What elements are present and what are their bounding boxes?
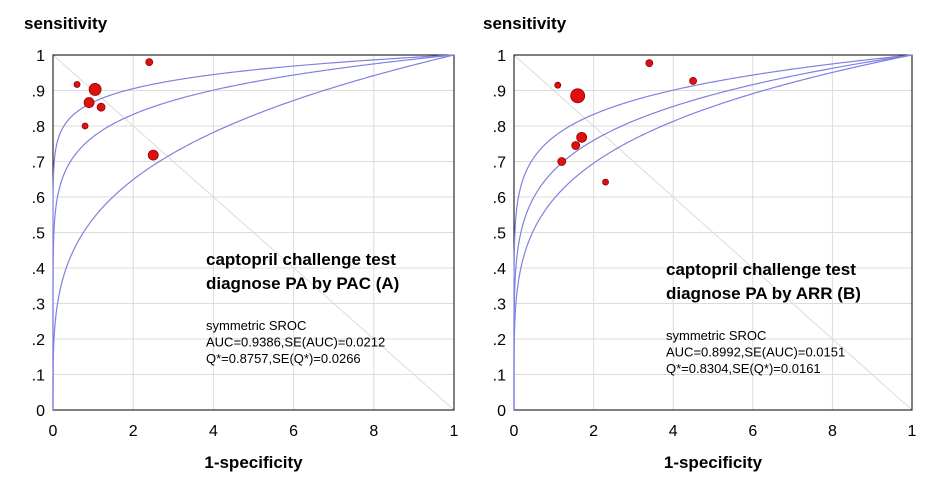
x-tick-label: 6	[748, 423, 757, 440]
y-tick-label: 1	[36, 48, 45, 65]
sroc-curve	[52, 54, 455, 410]
x-axis-title: 1-specificity	[204, 453, 303, 472]
reference-diagonal	[52, 54, 455, 411]
y-tick-label: .1	[493, 368, 506, 385]
y-tick-label: .3	[32, 297, 45, 314]
x-tick-label: 0	[49, 423, 58, 440]
study-point	[73, 81, 81, 88]
y-tick-label: .3	[493, 297, 506, 314]
y-tick-label: 0	[497, 403, 506, 420]
sroc-curve	[513, 54, 913, 410]
y-tick-label: 1	[497, 48, 506, 65]
study-point	[96, 102, 106, 112]
annotation: captopril challenge test diagnose PA by A…	[666, 260, 861, 376]
study-point	[81, 122, 89, 130]
sroc-curves	[52, 54, 455, 410]
annotation-stats-line: AUC=0.8992,SE(AUC)=0.0151	[666, 345, 845, 360]
y-tick-label: .8	[32, 119, 45, 136]
x-tick-label: 4	[209, 423, 218, 440]
y-tick-label: .8	[493, 119, 506, 136]
y-tick-label: .9	[493, 84, 506, 101]
y-tick-label: .7	[493, 155, 506, 172]
y-tick-label: .6	[493, 190, 506, 207]
annotation-stats-line: Q*=0.8304,SE(Q*)=0.0161	[666, 361, 821, 376]
study-point	[571, 141, 581, 150]
study-point	[88, 83, 102, 96]
y-tick-label: .9	[32, 84, 45, 101]
y-tick-label: .2	[32, 332, 45, 349]
study-points	[73, 58, 159, 161]
sroc-curve	[513, 54, 913, 410]
sroc-curve	[52, 54, 455, 410]
annotation-title-line: captopril challenge test	[206, 250, 396, 269]
study-point	[147, 149, 159, 161]
chart-panel-b: 0 .1 .2 .3 .4 .5 .6 .7 .8 .9 1 0 2 4 6 8 1 sensitivity 1-s…	[483, 14, 917, 472]
y-axis-title: sensitivity	[24, 14, 108, 33]
y-tick-label: .7	[32, 155, 45, 172]
x-tick-label: 2	[589, 423, 598, 440]
x-tick-label: 2	[129, 423, 138, 440]
y-tick-labels: 0 .1 .2 .3 .4 .5 .6 .7 .8 .9 1	[32, 48, 45, 420]
x-tick-label: 0	[510, 423, 519, 440]
x-tick-label: 4	[669, 423, 678, 440]
study-points	[554, 59, 697, 186]
annotation-title-line: captopril challenge test	[666, 260, 856, 279]
reference-diagonal	[513, 54, 913, 411]
plot-frame	[513, 54, 913, 411]
annotation-stats-line: Q*=0.8757,SE(Q*)=0.0266	[206, 351, 361, 366]
annotation-stats-line: AUC=0.9386,SE(AUC)=0.0212	[206, 335, 385, 350]
y-tick-label: .6	[32, 190, 45, 207]
study-point	[554, 81, 562, 89]
annotation-stats-line: symmetric SROC	[666, 328, 766, 343]
x-axis-title: 1-specificity	[664, 453, 763, 472]
x-tick-label: 8	[828, 423, 837, 440]
annotation: captopril challenge test diagnose PA by P…	[206, 250, 399, 366]
y-tick-label: .4	[32, 261, 45, 278]
study-point	[645, 59, 654, 68]
y-tick-label: 0	[36, 403, 45, 420]
study-point	[570, 88, 586, 104]
x-tick-labels: 0 2 4 6 8 1	[49, 423, 459, 440]
x-tick-label: 6	[289, 423, 298, 440]
study-point	[576, 131, 588, 143]
study-point	[557, 157, 567, 166]
chart-panel-a: 0 .1 .2 .3 .4 .5 .6 .7 .8 .9 1 0 2 4 6 8 1 sensitivity 1-s…	[24, 14, 459, 472]
y-tick-labels: 0 .1 .2 .3 .4 .5 .6 .7 .8 .9 1	[493, 48, 506, 420]
x-tick-label: 1	[450, 423, 459, 440]
annotation-title-line: diagnose PA by PAC (A)	[206, 274, 399, 293]
y-tick-label: .5	[32, 226, 45, 243]
study-point	[83, 97, 95, 108]
study-point	[145, 58, 154, 66]
study-point	[602, 178, 609, 186]
x-tick-label: 8	[369, 423, 378, 440]
annotation-stats-line: symmetric SROC	[206, 318, 306, 333]
study-point	[689, 77, 697, 85]
x-tick-labels: 0 2 4 6 8 1	[510, 423, 917, 440]
y-tick-label: .4	[493, 261, 506, 278]
y-axis-title: sensitivity	[483, 14, 567, 33]
y-tick-label: .1	[32, 368, 45, 385]
y-tick-label: .2	[493, 332, 506, 349]
sroc-curve	[52, 54, 455, 410]
annotation-title-line: diagnose PA by ARR (B)	[666, 284, 861, 303]
x-tick-label: 1	[908, 423, 917, 440]
y-tick-label: .5	[493, 226, 506, 243]
